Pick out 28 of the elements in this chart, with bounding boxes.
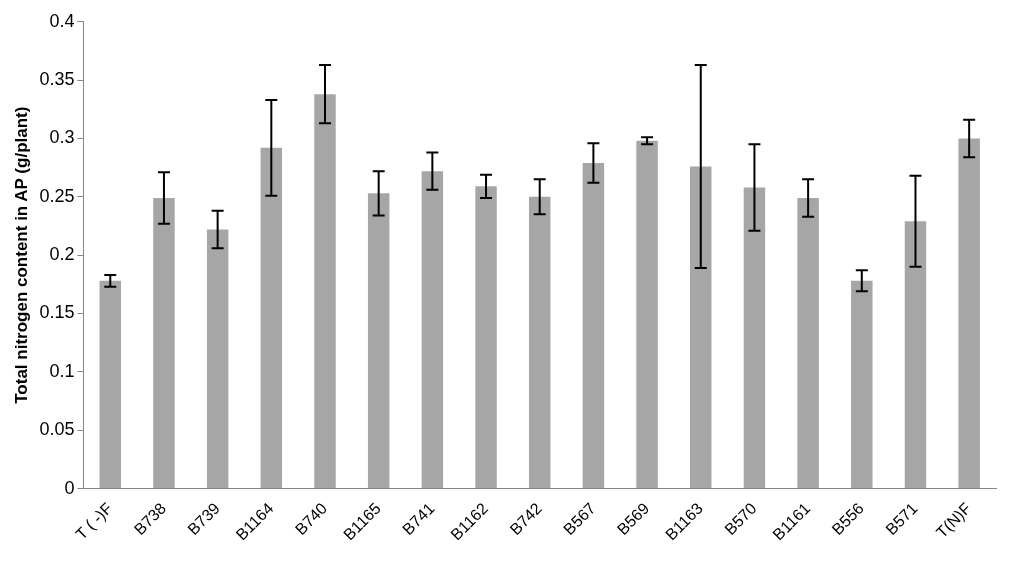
bar <box>690 166 712 489</box>
y-tick-label: 0.2 <box>49 244 75 265</box>
bar <box>260 147 283 489</box>
bar <box>851 280 873 489</box>
y-axis-title: Total nitrogen content in AP (g/plant) <box>11 106 31 404</box>
x-tick-label: T ( -)F <box>72 499 116 543</box>
bar <box>528 196 551 489</box>
y-tick-label: 0.25 <box>39 185 75 206</box>
bar <box>314 94 336 489</box>
y-tick-label: 0.15 <box>39 302 75 323</box>
bar <box>582 162 605 489</box>
bar <box>743 187 766 489</box>
bar <box>206 229 229 489</box>
bar <box>475 186 497 489</box>
y-tick-label: 0 <box>64 477 75 498</box>
y-tick-label: 0.35 <box>39 69 75 90</box>
bar <box>904 221 927 489</box>
bar <box>367 193 390 489</box>
y-tick-label: 0.3 <box>49 127 75 148</box>
bar <box>153 198 175 489</box>
y-tick-label: 0.05 <box>39 419 75 440</box>
bar <box>421 171 444 489</box>
y-tick-label: 0.4 <box>49 10 75 31</box>
bar <box>797 198 819 489</box>
y-tick-label: 0.1 <box>49 360 75 381</box>
bar <box>636 140 658 489</box>
bar <box>958 138 980 489</box>
bar <box>99 280 122 489</box>
